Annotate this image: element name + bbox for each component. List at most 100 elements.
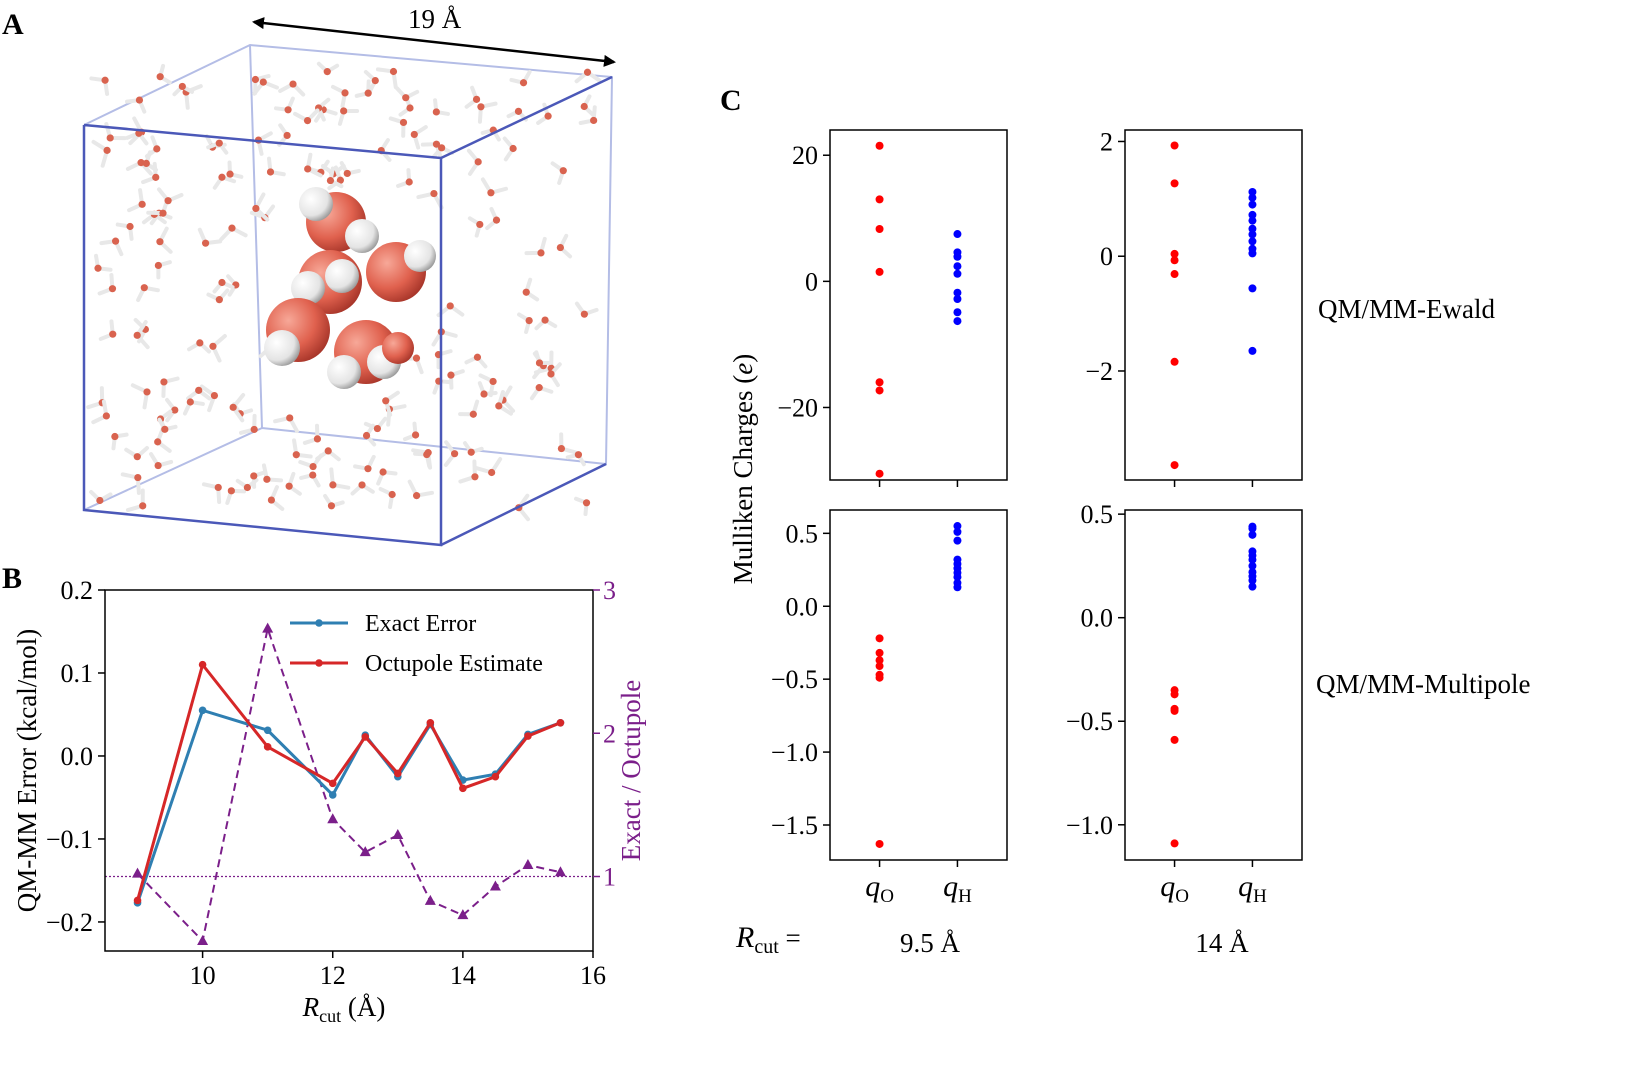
charge-point-qH bbox=[1248, 200, 1257, 209]
charge-point-qO bbox=[875, 225, 884, 234]
oxygen-site bbox=[243, 483, 251, 492]
charge-point-qO bbox=[875, 648, 884, 657]
x-tick-label: qO bbox=[1160, 870, 1189, 907]
oxygen-site bbox=[580, 310, 588, 318]
water-molecule bbox=[157, 417, 178, 433]
y-tick-label: −0.5 bbox=[771, 665, 818, 694]
y-tick-label: −20 bbox=[777, 393, 818, 422]
plot-frame bbox=[1124, 129, 1303, 481]
oxygen-site bbox=[303, 116, 312, 125]
oxygen-site bbox=[94, 264, 102, 272]
oxygen-site bbox=[399, 118, 408, 127]
water-molecule bbox=[326, 166, 344, 189]
water-molecule bbox=[353, 454, 376, 473]
oxygen-site bbox=[161, 425, 169, 433]
water-molecule bbox=[477, 381, 498, 398]
x-axis-label: Rcut (Å) bbox=[302, 992, 386, 1026]
oxygen-site bbox=[364, 465, 372, 473]
oxygen-site bbox=[358, 481, 366, 489]
oxygen-site bbox=[423, 450, 431, 459]
oxygen-site bbox=[259, 78, 267, 86]
water-molecule bbox=[125, 159, 153, 176]
y-tick-label: −0.5 bbox=[1066, 707, 1113, 736]
water-molecule bbox=[133, 320, 150, 350]
water-molecule bbox=[91, 139, 111, 168]
water-molecule bbox=[229, 393, 246, 423]
oxygen-site bbox=[389, 67, 398, 76]
oxygen-site bbox=[210, 391, 219, 400]
water-molecule bbox=[97, 272, 117, 296]
oxygen-site bbox=[101, 76, 109, 84]
series-line-octupole bbox=[136, 661, 562, 901]
y-tick-label: 0 bbox=[1100, 242, 1113, 271]
water-molecule bbox=[574, 496, 591, 517]
water-molecule bbox=[547, 362, 562, 388]
plot-frame bbox=[1124, 509, 1303, 861]
oxygen-site bbox=[412, 354, 421, 362]
water-molecule bbox=[299, 471, 321, 488]
x-tick-label: qH bbox=[1238, 870, 1267, 907]
charge-point-qH bbox=[1248, 216, 1257, 225]
y-tick-label: 0.1 bbox=[61, 659, 94, 688]
water-molecule bbox=[431, 328, 458, 347]
oxygen-site bbox=[304, 165, 312, 173]
water-molecule bbox=[197, 227, 223, 247]
oxygen-site bbox=[580, 102, 588, 111]
water-molecule bbox=[226, 160, 244, 179]
oxygen-site bbox=[406, 104, 414, 112]
oxygen-site bbox=[574, 451, 583, 459]
oxygen-site bbox=[583, 68, 592, 76]
oxygen-site bbox=[152, 173, 160, 181]
oxygen-site bbox=[474, 158, 482, 166]
water-molecule bbox=[565, 451, 586, 467]
water-molecule bbox=[388, 116, 408, 138]
series-line-exact bbox=[136, 708, 561, 904]
oxygen-site bbox=[218, 173, 226, 181]
charge-point-qH bbox=[953, 269, 962, 278]
water-molecule bbox=[261, 463, 284, 483]
water-molecule bbox=[111, 432, 129, 451]
oxygen-site bbox=[135, 129, 143, 137]
oxygen-site bbox=[323, 68, 331, 76]
charge-point-qH bbox=[1248, 576, 1257, 585]
charge-point-qH bbox=[1248, 530, 1257, 539]
water-molecule bbox=[550, 161, 567, 185]
oxygen-site bbox=[514, 107, 523, 115]
hydrogen-atom bbox=[345, 219, 379, 253]
water-molecule bbox=[522, 277, 540, 302]
oxygen-site bbox=[559, 167, 567, 175]
oxygen-site bbox=[402, 94, 410, 102]
water-molecule bbox=[580, 94, 595, 117]
oxygen-site bbox=[102, 412, 110, 420]
water-molecule bbox=[182, 398, 205, 416]
oxygen-site bbox=[109, 330, 117, 338]
water-molecule bbox=[146, 197, 170, 217]
oxygen-atom bbox=[382, 332, 414, 364]
data-point bbox=[263, 726, 272, 735]
water-molecule bbox=[273, 414, 299, 434]
oxygen-site bbox=[250, 472, 258, 480]
oxygen-site bbox=[106, 134, 114, 142]
panel-b-letter: B bbox=[2, 562, 22, 595]
charge-point-qO bbox=[875, 378, 884, 387]
water-molecule bbox=[172, 82, 195, 97]
hydrogen-atom bbox=[291, 271, 325, 305]
oxygen-site bbox=[388, 490, 396, 499]
oxygen-site bbox=[410, 130, 418, 139]
legend-marker bbox=[315, 659, 323, 667]
oxygen-site bbox=[195, 386, 203, 394]
water-molecule bbox=[363, 69, 379, 95]
water-molecule bbox=[124, 446, 150, 461]
box-front-edges bbox=[82, 75, 613, 547]
oxygen-site bbox=[544, 112, 552, 120]
panel-a-letter: A bbox=[2, 8, 24, 41]
y-tick-label: 2 bbox=[1100, 127, 1113, 156]
data-point bbox=[263, 743, 272, 751]
charge-point-qH bbox=[1248, 561, 1257, 570]
charge-point-qH bbox=[1248, 193, 1257, 202]
water-molecule bbox=[534, 350, 553, 367]
rcut-label: Rcut = bbox=[735, 921, 801, 958]
water-molecule bbox=[187, 339, 211, 354]
oxygen-site bbox=[156, 73, 164, 81]
